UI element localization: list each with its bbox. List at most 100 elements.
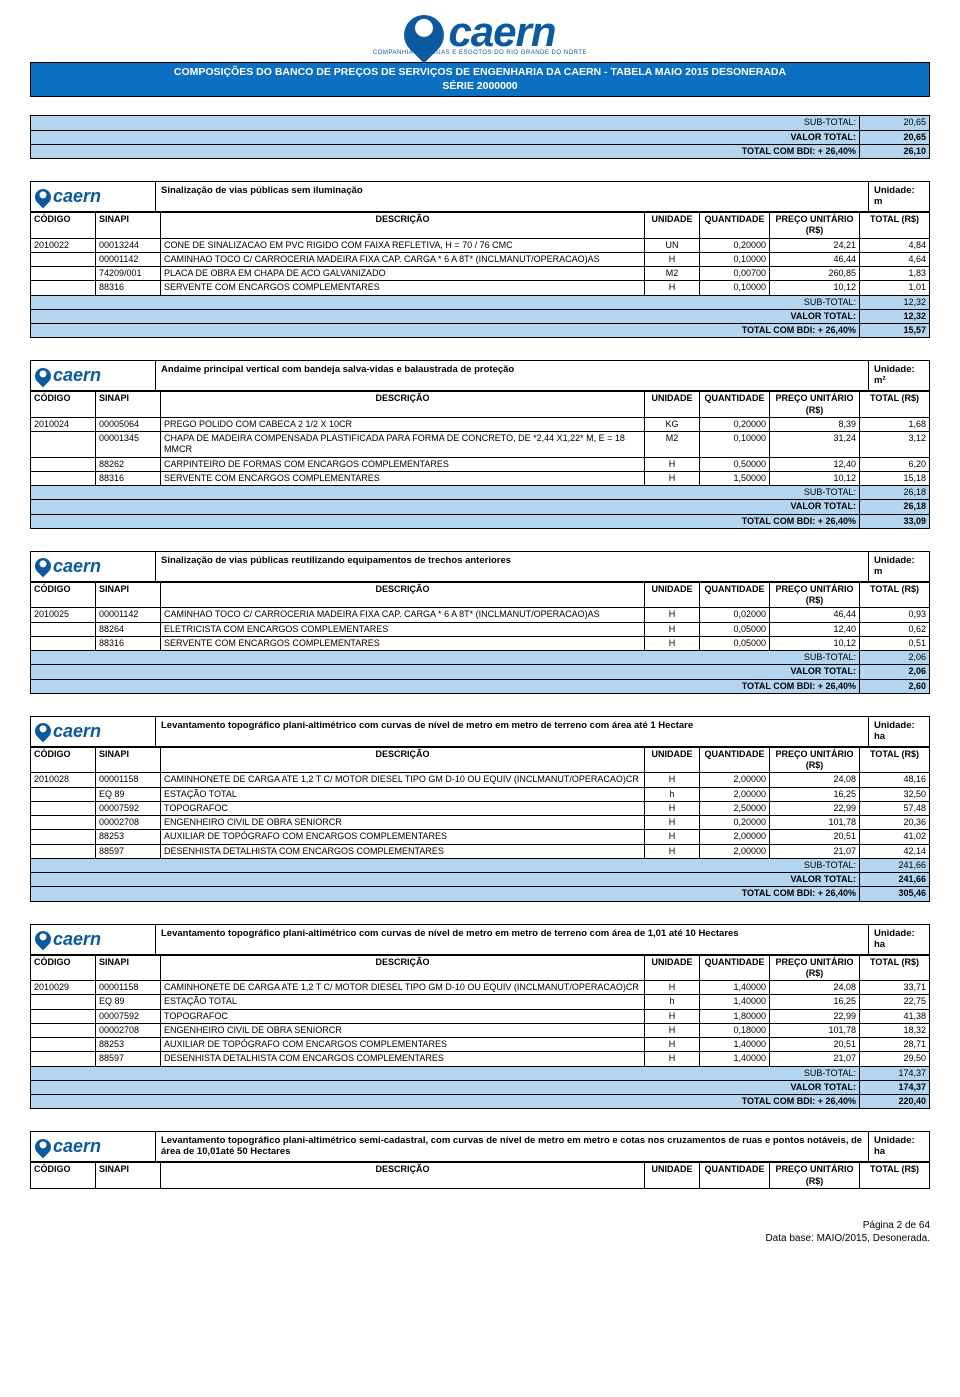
cell-pu: 20,51 (770, 830, 860, 844)
cell-codigo (31, 432, 96, 458)
cell-pu: 10,12 (770, 471, 860, 485)
cell-codigo (31, 844, 96, 858)
drop-icon (32, 555, 55, 578)
section-logo: caern (31, 182, 156, 211)
cell-tot: 4,84 (860, 238, 930, 252)
section: caernLevantamento topográfico plani-alti… (30, 924, 930, 1110)
col-quantidade: QUANTIDADE (700, 392, 770, 418)
section-title: Levantamento topográfico plani-altimétri… (156, 1132, 869, 1161)
sum-val: 2,60 (860, 679, 930, 693)
sum-val: 26,18 (860, 500, 930, 514)
cell-qt: 0,02000 (700, 608, 770, 622)
cell-pu: 46,44 (770, 608, 860, 622)
section: caernAndaime principal vertical com band… (30, 360, 930, 529)
col-unidade: UNIDADE (645, 582, 700, 608)
cell-sinapi: 88253 (96, 830, 161, 844)
cell-qt: 1,40000 (700, 995, 770, 1009)
cell-tot: 18,32 (860, 1023, 930, 1037)
cell-tot: 1,68 (860, 417, 930, 431)
cell-sinapi: EQ 89 (96, 787, 161, 801)
sum-label: TOTAL COM BDI: + 26,40% (31, 514, 860, 528)
cell-codigo: 2010022 (31, 238, 96, 252)
col-preco: PREÇO UNITÁRIO (R$) (770, 392, 860, 418)
cell-qt: 1,40000 (700, 1038, 770, 1052)
col-descricao: DESCRIÇÃO (161, 955, 645, 981)
table-row: 88253AUXILIAR DE TOPÓGRAFO COM ENCARGOS … (31, 830, 930, 844)
cell-desc: CAMINHONETE DE CARGA ATE 1,2 T C/ MOTOR … (161, 773, 645, 787)
sum-val: 241,66 (860, 873, 930, 887)
sum-label: SUB-TOTAL: (31, 486, 860, 500)
cell-codigo (31, 622, 96, 636)
cell-desc: ESTAÇÃO TOTAL (161, 995, 645, 1009)
sum-val: 305,46 (860, 887, 930, 901)
cell-desc: CAMINHONETE DE CARGA ATE 1,2 T C/ MOTOR … (161, 981, 645, 995)
sum-val: 2,06 (860, 651, 930, 665)
cell-sinapi: EQ 89 (96, 995, 161, 1009)
cell-pu: 12,40 (770, 622, 860, 636)
section: caernLevantamento topográfico plani-alti… (30, 716, 930, 902)
unit-cell: Unidade:m² (869, 361, 929, 390)
sum-label: VALOR TOTAL: (31, 665, 860, 679)
cell-qt: 0,05000 (700, 622, 770, 636)
cell-un: H (645, 773, 700, 787)
table-row: 201002500001142CAMINHAO TOCO C/ CARROCER… (31, 608, 930, 622)
cell-sinapi: 88597 (96, 844, 161, 858)
cell-sinapi: 00005064 (96, 417, 161, 431)
cell-sinapi: 00002708 (96, 1023, 161, 1037)
cell-tot: 22,75 (860, 995, 930, 1009)
cell-un: H (645, 830, 700, 844)
drop-icon (32, 720, 55, 743)
sum-val: 220,40 (860, 1095, 930, 1109)
col-descricao: DESCRIÇÃO (161, 582, 645, 608)
table-row: 201002900001158CAMINHONETE DE CARGA ATE … (31, 981, 930, 995)
section-title: Levantamento topográfico plani-altimétri… (156, 717, 869, 746)
cell-tot: 3,12 (860, 432, 930, 458)
cell-un: UN (645, 238, 700, 252)
table-row: 88597DESENHISTA DETALHISTA COM ENCARGOS … (31, 844, 930, 858)
unit-cell: Unidade:m (869, 182, 929, 211)
cell-qt: 2,00000 (700, 773, 770, 787)
cell-tot: 33,71 (860, 981, 930, 995)
col-total: TOTAL (R$) (860, 392, 930, 418)
section-table: CÓDIGOSINAPIDESCRIÇÃOUNIDADEQUANTIDADEPR… (30, 391, 930, 529)
cell-desc: SERVENTE COM ENCARGOS COMPLEMENTARES (161, 636, 645, 650)
cell-pu: 21,07 (770, 1052, 860, 1066)
cell-pu: 16,25 (770, 787, 860, 801)
cell-tot: 0,93 (860, 608, 930, 622)
summary-row-valortotal: VALOR TOTAL:26,18 (31, 500, 930, 514)
cell-pu: 16,25 (770, 995, 860, 1009)
logo-text: caern (448, 8, 555, 55)
col-total: TOTAL (R$) (860, 1163, 930, 1189)
cell-sinapi: 88262 (96, 457, 161, 471)
col-codigo: CÓDIGO (31, 747, 96, 773)
cell-codigo (31, 816, 96, 830)
col-codigo: CÓDIGO (31, 582, 96, 608)
table-row: 00001142CAMINHAO TOCO C/ CARROCERIA MADE… (31, 252, 930, 266)
cell-desc: SERVENTE COM ENCARGOS COMPLEMENTARES (161, 281, 645, 295)
drop-icon (32, 1135, 55, 1158)
summary-row-bdi: TOTAL COM BDI: + 26,40%305,46 (31, 887, 930, 901)
cell-un: H (645, 636, 700, 650)
cell-codigo (31, 1023, 96, 1037)
cell-tot: 15,18 (860, 471, 930, 485)
summary-row-bdi: TOTAL COM BDI: + 26,40%33,09 (31, 514, 930, 528)
section-title: Sinalização de vias públicas sem ilumina… (156, 182, 869, 211)
col-total: TOTAL (R$) (860, 747, 930, 773)
cell-tot: 48,16 (860, 773, 930, 787)
cell-sinapi: 88316 (96, 281, 161, 295)
cell-un: M2 (645, 432, 700, 458)
col-unidade: UNIDADE (645, 1163, 700, 1189)
table-row: 88316SERVENTE COM ENCARGOS COMPLEMENTARE… (31, 281, 930, 295)
top-subtotal-label: SUB-TOTAL: (31, 116, 860, 130)
logo-subtitle: COMPANHIA DE ÁGUAS E ESGOTOS DO RIO GRAN… (30, 50, 930, 56)
cell-codigo (31, 787, 96, 801)
cell-pu: 12,40 (770, 457, 860, 471)
table-row: 88316SERVENTE COM ENCARGOS COMPLEMENTARE… (31, 636, 930, 650)
cell-tot: 4,64 (860, 252, 930, 266)
summary-row-subtotal: SUB-TOTAL:241,66 (31, 858, 930, 872)
cell-qt: 0,10000 (700, 281, 770, 295)
col-total: TOTAL (R$) (860, 582, 930, 608)
cell-codigo (31, 995, 96, 1009)
cell-desc: CAMINHAO TOCO C/ CARROCERIA MADEIRA FIXA… (161, 608, 645, 622)
table-row: 201002800001158CAMINHONETE DE CARGA ATE … (31, 773, 930, 787)
